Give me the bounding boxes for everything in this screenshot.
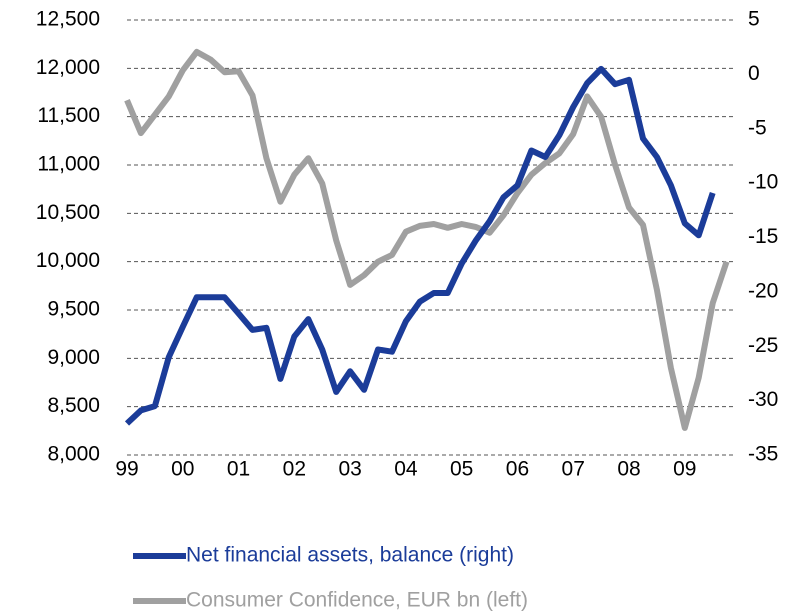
x-tick-label: 00 — [171, 458, 194, 481]
y-tick-label: 12,000 — [36, 56, 100, 79]
y-tick-label: 8,000 — [47, 443, 100, 466]
y-tick-label: 11,000 — [37, 153, 100, 176]
y2-tick-label: -10 — [748, 171, 778, 194]
x-tick-label: 05 — [450, 458, 473, 481]
x-tick-label: 02 — [283, 458, 306, 481]
x-tick-label: 99 — [115, 458, 138, 481]
legend-label: Consumer Confidence, EUR bn (left) — [186, 589, 528, 612]
x-tick-label: 09 — [673, 458, 696, 481]
y-tick-label: 9,500 — [47, 298, 100, 321]
x-tick-label: 01 — [227, 458, 250, 481]
x-tick-label: 04 — [394, 458, 418, 481]
series-line — [124, 48, 730, 431]
y-tick-label: 9,000 — [47, 346, 100, 369]
y2-tick-label: -30 — [748, 388, 778, 411]
y2-tick-label: -5 — [748, 116, 767, 139]
y2-tick-label: -15 — [748, 225, 778, 248]
y-tick-label: 10,000 — [36, 249, 100, 272]
y2-tick-label: -35 — [748, 443, 778, 466]
x-tick-label: 07 — [562, 458, 585, 481]
y-tick-label: 10,500 — [36, 201, 100, 224]
y-tick-label: 8,500 — [47, 394, 100, 417]
y-tick-label: 11,500 — [37, 104, 100, 127]
y2-tick-label: -20 — [748, 279, 778, 302]
y2-tick-label: 0 — [748, 62, 760, 85]
x-tick-label: 06 — [506, 458, 529, 481]
y2-tick-label: 5 — [748, 8, 760, 31]
y-tick-label: 12,500 — [36, 8, 100, 31]
x-tick-label: 03 — [338, 458, 361, 481]
x-tick-label: 08 — [617, 458, 640, 481]
series-line — [124, 65, 716, 426]
y2-tick-label: -25 — [748, 334, 778, 357]
legend-label: Net financial assets, balance (right) — [186, 544, 514, 567]
